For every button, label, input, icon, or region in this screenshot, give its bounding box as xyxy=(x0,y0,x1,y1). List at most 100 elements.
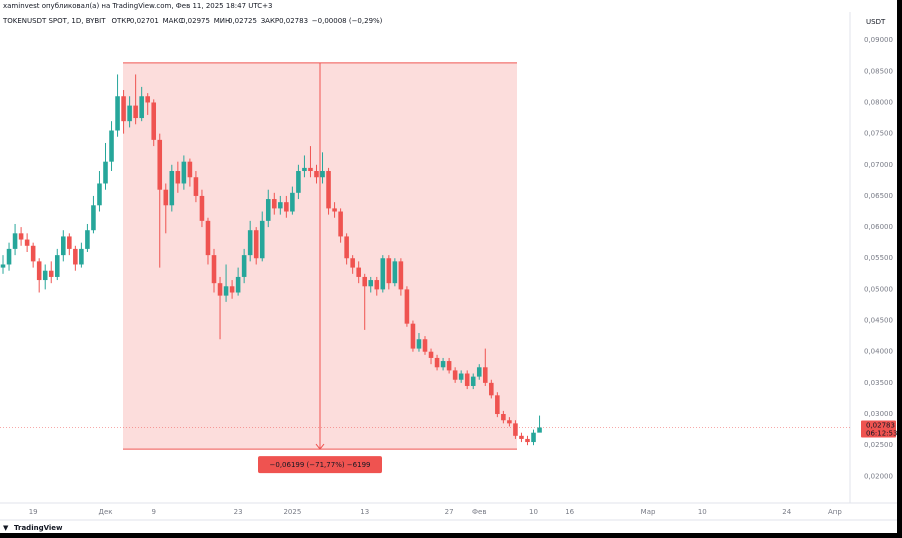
candle-body xyxy=(253,230,259,259)
currency: USDT xyxy=(866,18,886,26)
x-tick-label: 24 xyxy=(782,508,791,516)
ohlc-value: 0,02725 xyxy=(228,17,257,25)
candle-body xyxy=(127,105,132,122)
last-price-tag xyxy=(861,420,896,438)
candle-body xyxy=(380,258,386,290)
x-tick-label: Дек xyxy=(98,508,112,516)
candle-body xyxy=(422,339,428,352)
candle-body xyxy=(410,323,416,349)
y-tick-label: 0,06500 xyxy=(864,192,893,200)
x-tick-label: 9 xyxy=(151,508,155,516)
candle-body xyxy=(205,220,211,256)
y-tick-label: 0,08000 xyxy=(864,98,893,106)
candle-body xyxy=(519,435,524,439)
candle-body xyxy=(458,373,464,380)
candle-body xyxy=(157,139,163,190)
candle-body xyxy=(54,255,60,277)
candle-body xyxy=(133,105,138,119)
candle-body xyxy=(42,270,48,281)
candle-body xyxy=(24,239,30,246)
candle-body xyxy=(193,177,199,196)
candle-body xyxy=(36,261,42,281)
candle-body xyxy=(470,376,476,386)
ohlc-key: МАКС xyxy=(163,17,184,25)
candle-body xyxy=(73,248,78,265)
candle-body xyxy=(416,339,422,349)
candle-body xyxy=(241,255,247,277)
candle-body xyxy=(482,367,488,383)
candle-body xyxy=(332,208,337,212)
logo-mark: ▼ xyxy=(3,524,9,532)
candle-body xyxy=(97,183,102,206)
y-tick-label: 0,02500 xyxy=(864,441,893,449)
y-tick-label: 0,05000 xyxy=(864,285,893,293)
candle-body xyxy=(67,236,72,249)
candle-body xyxy=(79,248,84,265)
candle-body xyxy=(48,270,54,277)
candle-body xyxy=(175,171,181,184)
candle-body xyxy=(525,438,530,443)
candle-body xyxy=(350,258,355,268)
candle-body xyxy=(229,286,235,293)
x-tick-label: 2025 xyxy=(283,508,301,516)
countdown: 06:12:53 xyxy=(866,430,897,438)
candle-body xyxy=(265,199,271,221)
candle-body xyxy=(440,361,446,368)
candle-body xyxy=(495,395,500,415)
candle-body xyxy=(151,102,157,140)
y-tick-label: 0,04500 xyxy=(864,317,893,325)
x-tick-label: 10 xyxy=(698,508,707,516)
candle-body xyxy=(428,351,434,358)
candle-body xyxy=(531,432,536,443)
candle-body xyxy=(476,367,482,377)
candle-body xyxy=(0,264,6,268)
candle-body xyxy=(139,96,144,119)
candle-body xyxy=(356,267,361,277)
ohlc-key: МИН xyxy=(214,17,231,25)
candle-body xyxy=(6,248,12,265)
candle-body xyxy=(103,161,108,184)
ohlc-value: 0,02783 xyxy=(279,17,308,25)
candle-body xyxy=(434,357,440,368)
y-tick-label: 0,05500 xyxy=(864,254,893,262)
candle-body xyxy=(320,171,325,178)
candle-body xyxy=(392,261,398,284)
x-tick-label: 27 xyxy=(445,508,454,516)
candle-body xyxy=(374,280,380,290)
x-tick-label: Апр xyxy=(828,508,842,516)
candle-body xyxy=(464,373,470,386)
ohlc-value: 0,02701 xyxy=(130,17,159,25)
candle-body xyxy=(404,289,410,324)
candle-body xyxy=(247,230,253,256)
ohlc-key: ОТКР xyxy=(112,17,131,25)
candle-body xyxy=(121,96,126,122)
candle-body xyxy=(452,370,458,380)
ohlc-value: 0,02975 xyxy=(181,17,210,25)
candle-body xyxy=(272,199,277,209)
change: −0,00008 (−0,29%) xyxy=(312,17,383,25)
candle-body xyxy=(386,258,392,284)
candle-body xyxy=(489,382,494,396)
candle-body xyxy=(12,233,18,249)
x-tick-label: 16 xyxy=(565,508,574,516)
x-tick-label: 19 xyxy=(29,508,38,516)
candle-body xyxy=(290,192,295,212)
x-tick-label: Мар xyxy=(641,508,656,516)
candle-body xyxy=(344,236,349,259)
candle-body xyxy=(446,361,452,371)
y-tick-label: 0,08500 xyxy=(864,67,893,75)
arrow-head xyxy=(315,443,325,450)
publisher: xaminvest опубликовал(а) на TradingView.… xyxy=(3,2,272,10)
candle-body xyxy=(187,161,193,178)
y-tick-label: 0,02000 xyxy=(864,472,893,480)
symbol: TOKENUSDT SPOT, 1D, BYBIT xyxy=(2,17,106,25)
candle-body xyxy=(91,205,96,231)
candle-body xyxy=(235,276,241,293)
y-tick-label: 0,07000 xyxy=(864,161,893,169)
candle-body xyxy=(362,276,368,287)
candle-body xyxy=(507,420,512,424)
x-tick-label: 13 xyxy=(360,508,369,516)
candle-body xyxy=(217,283,223,296)
candle-body xyxy=(85,230,90,249)
